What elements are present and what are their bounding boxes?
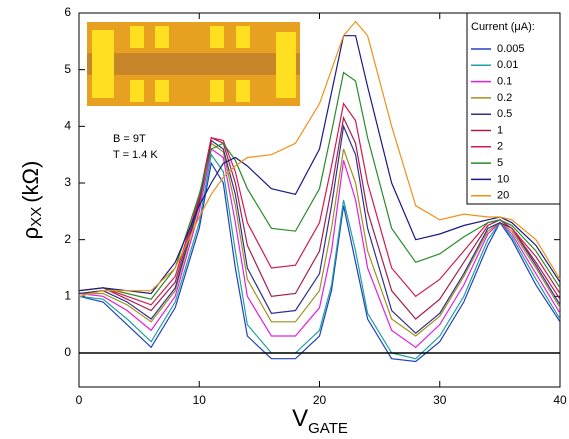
x-tick-label: 20 [313, 393, 327, 407]
y-label-main: ρ [18, 227, 43, 240]
y-tick-label: 5 [64, 62, 71, 76]
y-tick-label: 3 [64, 175, 71, 189]
inset-pad [276, 32, 296, 98]
legend-label: 2 [497, 141, 503, 153]
y-label-sub: XX [28, 207, 45, 227]
y-tick-label: 6 [64, 5, 71, 19]
x-label-main: V [292, 405, 308, 432]
data-line [78, 153, 561, 360]
inset-image [87, 22, 300, 106]
inset-pad [236, 80, 250, 102]
x-tick-label: 10 [193, 393, 207, 407]
inset-pad [130, 80, 144, 102]
legend-label: 0.1 [497, 76, 512, 88]
legend-label: 0.2 [497, 92, 512, 104]
data-line [78, 20, 561, 297]
inset-pad [155, 80, 169, 102]
inset-pad [92, 30, 114, 98]
data-line [79, 142, 561, 337]
y-tick-label: 0 [64, 345, 71, 359]
y-tick-label: 4 [64, 119, 71, 133]
x-axis-label: VGATE [292, 405, 348, 437]
inset-pad [210, 80, 224, 102]
y-axis-label: ρXX (kΩ) [18, 161, 45, 240]
legend-label: 10 [497, 173, 509, 185]
legend-label: 20 [497, 190, 509, 202]
data-line [78, 102, 561, 306]
annotation: T = 1.4 K [113, 149, 158, 161]
legend-label: 0.5 [497, 108, 512, 120]
legend-box [466, 12, 561, 205]
legend-label: 5 [497, 157, 503, 169]
legend-label: 0.01 [497, 59, 518, 71]
data-line [78, 161, 561, 363]
x-tick-label: 30 [433, 393, 447, 407]
data-line [78, 35, 561, 295]
data-line [78, 71, 561, 300]
x-tick-label: 40 [553, 393, 567, 407]
legend: Current (μA): 0.005 0.01 0.1 0.2 0.5 1 2 5 10 20 [466, 12, 561, 205]
data-line [78, 147, 561, 349]
legend-label: 0.005 [497, 43, 525, 55]
annotation: B = 9T [113, 133, 146, 145]
y-tick-label: 1 [64, 289, 71, 303]
inset-pad [155, 26, 169, 48]
legend-title: Current (μA): [471, 21, 535, 33]
data-line [78, 115, 561, 320]
x-label-sub: GATE [308, 420, 348, 437]
y-tick-label: 2 [64, 232, 71, 246]
inset-bar [87, 53, 300, 75]
inset-pad [130, 26, 144, 48]
y-label-unit: (kΩ) [18, 161, 43, 203]
inset-pad [210, 26, 224, 48]
legend-label: 1 [497, 124, 503, 136]
inset-pad [236, 26, 250, 48]
x-tick-label: 0 [76, 393, 83, 407]
data-line [78, 124, 561, 334]
